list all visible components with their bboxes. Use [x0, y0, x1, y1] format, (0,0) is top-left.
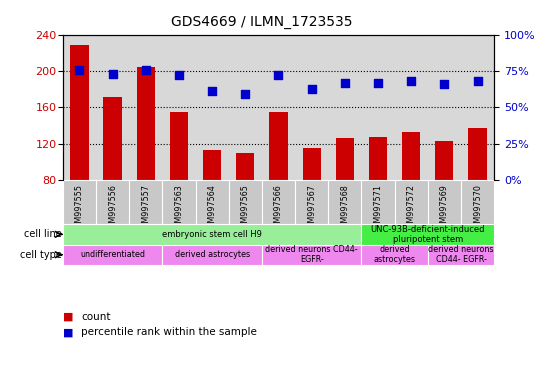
Text: count: count: [81, 312, 111, 322]
Point: [75, 66, 84, 73]
Bar: [70, 45, 88, 180]
Bar: [302, 149, 321, 180]
Bar: [402, 132, 420, 180]
Bar: [103, 96, 122, 180]
Text: GSM997569: GSM997569: [440, 184, 449, 233]
Text: cell type: cell type: [20, 250, 62, 260]
Text: ■: ■: [63, 312, 73, 322]
Point: [473, 78, 482, 84]
Text: GSM997572: GSM997572: [407, 184, 416, 233]
Bar: [369, 137, 387, 180]
Text: derived neurons
CD44- EGFR-: derived neurons CD44- EGFR-: [428, 245, 494, 265]
Bar: [336, 137, 354, 180]
Text: undifferentiated: undifferentiated: [80, 250, 145, 259]
Bar: [269, 112, 288, 180]
Bar: [428, 245, 494, 265]
Text: cell line: cell line: [25, 229, 62, 239]
Bar: [162, 245, 262, 265]
Bar: [361, 224, 494, 245]
Text: GSM997568: GSM997568: [340, 184, 349, 233]
Text: GSM997563: GSM997563: [174, 184, 183, 233]
Text: embryonic stem cell H9: embryonic stem cell H9: [162, 230, 262, 239]
Point: [407, 78, 416, 84]
Text: GSM997571: GSM997571: [373, 184, 383, 233]
Text: derived astrocytes: derived astrocytes: [175, 250, 250, 259]
Point: [440, 81, 449, 87]
Bar: [170, 112, 188, 180]
Bar: [63, 224, 361, 245]
Bar: [262, 245, 361, 265]
Bar: [203, 150, 221, 180]
Text: GDS4669 / ILMN_1723535: GDS4669 / ILMN_1723535: [171, 15, 353, 29]
Bar: [468, 127, 486, 180]
Point: [207, 88, 216, 94]
Point: [341, 79, 349, 86]
Bar: [63, 245, 162, 265]
Text: GSM997565: GSM997565: [241, 184, 250, 233]
Point: [241, 91, 250, 98]
Text: derived
astrocytes: derived astrocytes: [373, 245, 416, 265]
Text: percentile rank within the sample: percentile rank within the sample: [81, 327, 257, 337]
Text: GSM997564: GSM997564: [207, 184, 217, 233]
Text: GSM997570: GSM997570: [473, 184, 482, 233]
Point: [373, 79, 382, 86]
Text: GSM997566: GSM997566: [274, 184, 283, 233]
Point: [141, 66, 150, 73]
Text: derived neurons CD44-
EGFR-: derived neurons CD44- EGFR-: [265, 245, 358, 265]
Point: [108, 71, 117, 77]
Point: [274, 72, 283, 78]
Bar: [136, 67, 155, 180]
Text: GSM997567: GSM997567: [307, 184, 316, 233]
Text: GSM997556: GSM997556: [108, 184, 117, 233]
Bar: [236, 153, 254, 180]
Point: [175, 72, 183, 78]
Text: GSM997557: GSM997557: [141, 184, 150, 233]
Text: ■: ■: [63, 327, 73, 337]
Point: [307, 86, 316, 92]
Bar: [435, 141, 454, 180]
Bar: [361, 245, 428, 265]
Text: UNC-93B-deficient-induced
pluripotent stem: UNC-93B-deficient-induced pluripotent st…: [371, 225, 485, 244]
Text: GSM997555: GSM997555: [75, 184, 84, 233]
